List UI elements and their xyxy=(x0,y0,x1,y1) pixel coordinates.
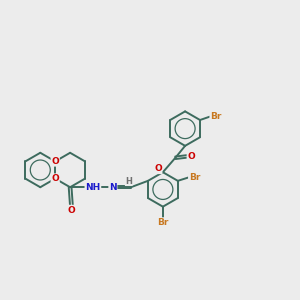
Text: Br: Br xyxy=(157,218,169,227)
Text: O: O xyxy=(68,206,75,214)
Text: H: H xyxy=(125,177,132,186)
Text: O: O xyxy=(187,152,195,161)
Text: O: O xyxy=(154,164,162,173)
Text: O: O xyxy=(51,174,59,183)
Text: NH: NH xyxy=(85,183,100,192)
Text: N: N xyxy=(109,183,117,192)
Text: Br: Br xyxy=(189,173,200,182)
Text: O: O xyxy=(51,157,59,166)
Text: Br: Br xyxy=(210,112,221,121)
